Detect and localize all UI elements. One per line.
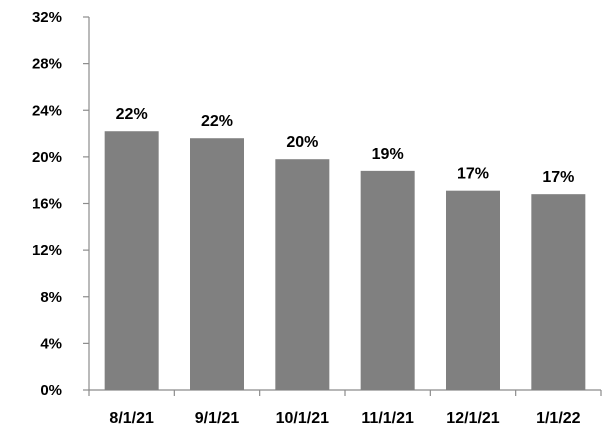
bar-8-1-21 — [104, 131, 159, 390]
y-tick-label: 16% — [32, 196, 62, 213]
data-label: 22% — [201, 113, 233, 130]
data-label: 19% — [372, 146, 404, 163]
bars — [104, 131, 586, 390]
y-tick-label: 28% — [32, 56, 62, 73]
y-tick-label: 0% — [40, 382, 62, 399]
data-labels: 22% 22% 20% 19% 17% 17% — [116, 106, 575, 186]
x-tick-label: 11/1/21 — [361, 410, 414, 427]
x-tick-label: 12/1/21 — [446, 410, 499, 427]
y-tick-label: 20% — [32, 149, 62, 166]
y-tick-label: 32% — [32, 9, 62, 26]
bar-12-1-21 — [446, 190, 500, 390]
y-tick-label: 12% — [32, 242, 62, 259]
x-tick-label: 1/1/22 — [536, 410, 581, 427]
bar-1-1-22 — [531, 194, 586, 390]
data-label: 17% — [457, 166, 489, 183]
y-tick-label: 4% — [40, 335, 62, 352]
y-axis: 0% 4% 8% 12% 16% 20% 24% 28% 32% — [32, 9, 90, 399]
data-label: 17% — [542, 169, 574, 186]
bar-9-1-21 — [190, 138, 244, 390]
bar-10-1-21 — [275, 159, 330, 390]
x-tick-label: 9/1/21 — [195, 410, 240, 427]
data-label: 22% — [116, 106, 148, 123]
data-label: 20% — [286, 134, 318, 151]
bar-11-1-21 — [360, 170, 415, 390]
x-tick-label: 8/1/21 — [109, 410, 154, 427]
x-tick-label: 10/1/21 — [276, 410, 329, 427]
y-tick-label: 8% — [40, 289, 62, 306]
y-tick-label: 24% — [32, 102, 62, 119]
x-axis: 8/1/21 9/1/21 10/1/21 11/1/21 12/1/21 1/1/22 — [88, 389, 602, 427]
